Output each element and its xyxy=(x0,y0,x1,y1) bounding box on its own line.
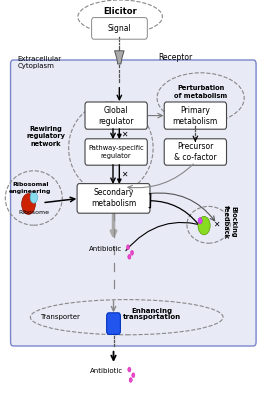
Text: Rewiring
regulatory
network: Rewiring regulatory network xyxy=(27,126,66,146)
Text: Precursor
& co-factor: Precursor & co-factor xyxy=(174,142,217,162)
FancyBboxPatch shape xyxy=(92,18,147,39)
FancyBboxPatch shape xyxy=(85,102,147,129)
Text: Blocking
feedback: Blocking feedback xyxy=(223,205,236,239)
Circle shape xyxy=(129,378,132,382)
Text: Global
regulator: Global regulator xyxy=(98,106,134,126)
Circle shape xyxy=(198,216,210,235)
Circle shape xyxy=(22,194,35,214)
FancyBboxPatch shape xyxy=(11,60,256,346)
Text: Receptor: Receptor xyxy=(158,54,193,62)
FancyBboxPatch shape xyxy=(164,102,227,129)
Text: Extracellular: Extracellular xyxy=(17,56,61,62)
FancyBboxPatch shape xyxy=(77,184,150,213)
Circle shape xyxy=(128,367,131,372)
Text: Pathway-specific
regulator: Pathway-specific regulator xyxy=(88,145,144,159)
Circle shape xyxy=(130,250,134,255)
Text: Antibiotic: Antibiotic xyxy=(89,246,122,252)
Text: Elicitor: Elicitor xyxy=(103,8,137,16)
FancyBboxPatch shape xyxy=(107,313,120,334)
Text: Enhancing
transportation: Enhancing transportation xyxy=(123,308,181,320)
Text: Ribosome: Ribosome xyxy=(18,210,49,215)
FancyBboxPatch shape xyxy=(85,139,147,165)
Circle shape xyxy=(30,192,37,203)
Text: Cytoplasm: Cytoplasm xyxy=(17,63,54,69)
Text: Antibiotic: Antibiotic xyxy=(90,368,124,374)
Circle shape xyxy=(198,218,202,224)
Text: Ribosomal
engineering: Ribosomal engineering xyxy=(9,182,51,194)
Circle shape xyxy=(132,373,135,378)
Text: ✕: ✕ xyxy=(121,130,128,138)
Text: Signal: Signal xyxy=(107,24,131,33)
Circle shape xyxy=(128,254,131,259)
Circle shape xyxy=(126,245,130,250)
Text: ✕: ✕ xyxy=(121,170,128,179)
Text: Perturbation
of metabolism: Perturbation of metabolism xyxy=(174,85,227,99)
Text: Secondary
metabolism: Secondary metabolism xyxy=(91,188,136,208)
Polygon shape xyxy=(115,51,124,64)
Text: Primary
metabolism: Primary metabolism xyxy=(173,106,218,126)
Text: ✕: ✕ xyxy=(213,220,219,228)
FancyBboxPatch shape xyxy=(164,139,227,165)
Text: Transporter: Transporter xyxy=(40,314,80,320)
